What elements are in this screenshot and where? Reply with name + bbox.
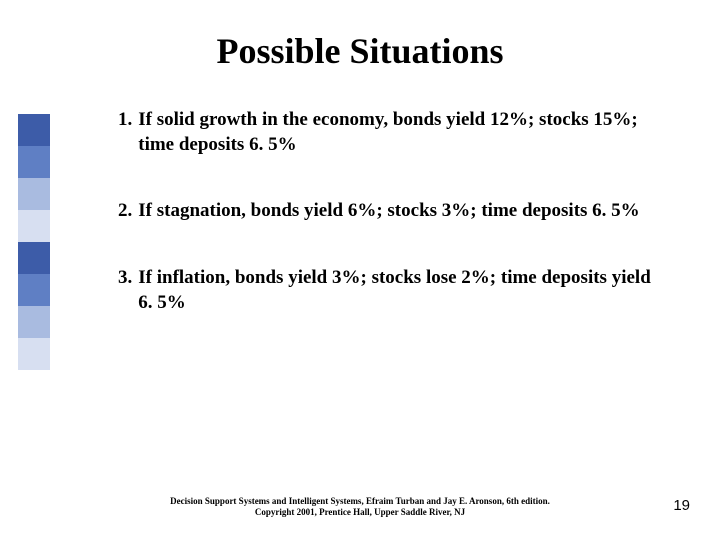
list-item: 2.If stagnation, bonds yield 6%; stocks … [118, 199, 658, 224]
sidebar-block [18, 306, 50, 338]
item-text: If solid growth in the economy, bonds yi… [138, 108, 658, 157]
item-number: 2. [118, 199, 138, 224]
slide-title: Possible Situations [0, 30, 720, 72]
sidebar-block [18, 338, 50, 370]
sidebar-block [18, 146, 50, 178]
sidebar-block [18, 274, 50, 306]
list-item: 1.If solid growth in the economy, bonds … [118, 108, 658, 157]
footer-line-2: Copyright 2001, Prentice Hall, Upper Sad… [255, 507, 465, 517]
decorative-sidebar [18, 114, 50, 370]
sidebar-block [18, 242, 50, 274]
slide-footer: Decision Support Systems and Intelligent… [0, 496, 720, 519]
item-number: 1. [118, 108, 138, 157]
footer-line-1: Decision Support Systems and Intelligent… [170, 496, 550, 506]
item-text: If inflation, bonds yield 3%; stocks los… [138, 266, 658, 315]
list-item: 3.If inflation, bonds yield 3%; stocks l… [118, 266, 658, 315]
item-number: 3. [118, 266, 138, 315]
sidebar-block [18, 178, 50, 210]
sidebar-block [18, 114, 50, 146]
sidebar-block [18, 210, 50, 242]
page-number: 19 [673, 497, 690, 514]
slide-container: Possible Situations 1.If solid growth in… [0, 0, 720, 540]
item-text: If stagnation, bonds yield 6%; stocks 3%… [138, 199, 658, 224]
slide-body: 1.If solid growth in the economy, bonds … [118, 108, 658, 357]
